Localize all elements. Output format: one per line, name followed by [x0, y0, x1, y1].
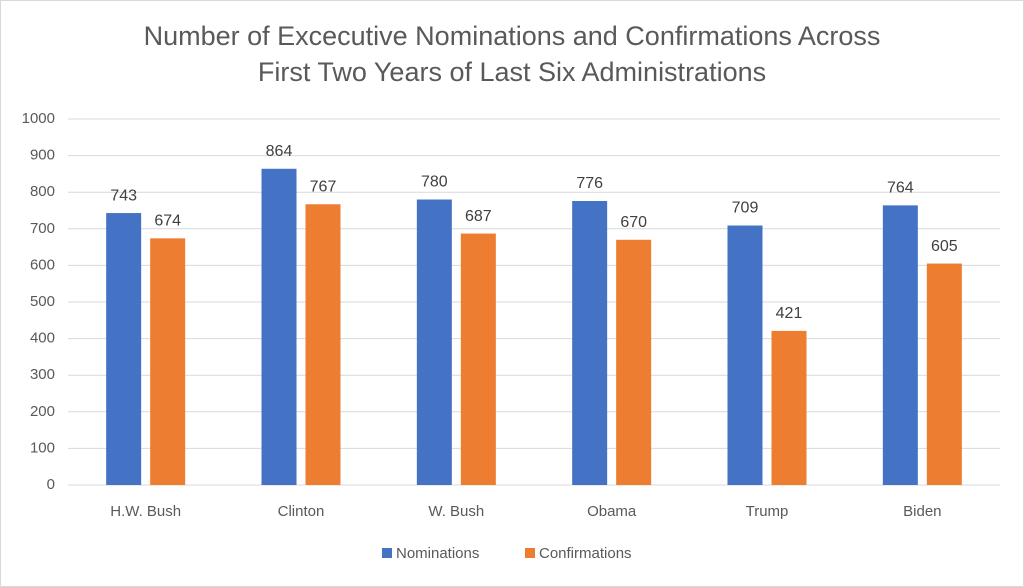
bar [150, 238, 186, 485]
y-tick-label: 200 [30, 403, 55, 420]
x-tick-label: W. Bush [428, 503, 484, 520]
value-label: 780 [421, 174, 448, 191]
legend-label: Nominations [396, 545, 479, 562]
value-label: 421 [776, 305, 803, 322]
bar [106, 213, 142, 485]
bar [616, 239, 652, 485]
value-label: 670 [620, 214, 647, 231]
legend-label: Confirmations [539, 545, 632, 562]
value-label: 674 [154, 213, 181, 230]
bar [727, 225, 763, 486]
value-label: 764 [887, 180, 914, 197]
value-label: 687 [465, 208, 492, 225]
y-tick-label: 700 [30, 220, 55, 237]
value-label: 709 [732, 200, 759, 217]
legend-swatch [382, 548, 392, 558]
bar [926, 263, 962, 485]
y-tick-label: 800 [30, 183, 55, 200]
y-tick-label: 400 [30, 330, 55, 347]
bar [771, 330, 807, 485]
chart-title: First Two Years of Last Six Administrati… [258, 57, 766, 87]
bar [305, 204, 341, 485]
x-tick-label: H.W. Bush [110, 503, 181, 520]
value-label: 743 [110, 187, 137, 204]
y-tick-label: 900 [30, 147, 55, 164]
bar [460, 233, 496, 485]
bar [572, 200, 608, 485]
bar [416, 199, 452, 485]
chart-title: Number of Excecutive Nominations and Con… [144, 21, 881, 51]
value-label: 767 [310, 178, 337, 195]
y-tick-label: 600 [30, 256, 55, 273]
bar [882, 205, 918, 485]
x-tick-label: Trump [746, 503, 789, 520]
y-tick-label: 500 [30, 293, 55, 310]
value-label: 776 [576, 175, 603, 192]
legend-swatch [525, 548, 535, 558]
value-label: 864 [266, 143, 293, 160]
value-label: 605 [931, 238, 958, 255]
y-tick-label: 1000 [22, 110, 55, 127]
x-tick-label: Obama [587, 503, 637, 520]
y-tick-label: 100 [30, 439, 55, 456]
x-tick-label: Biden [903, 503, 941, 520]
y-tick-label: 0 [47, 476, 55, 493]
x-tick-label: Clinton [278, 503, 325, 520]
bar [261, 168, 297, 485]
y-tick-label: 300 [30, 366, 55, 383]
